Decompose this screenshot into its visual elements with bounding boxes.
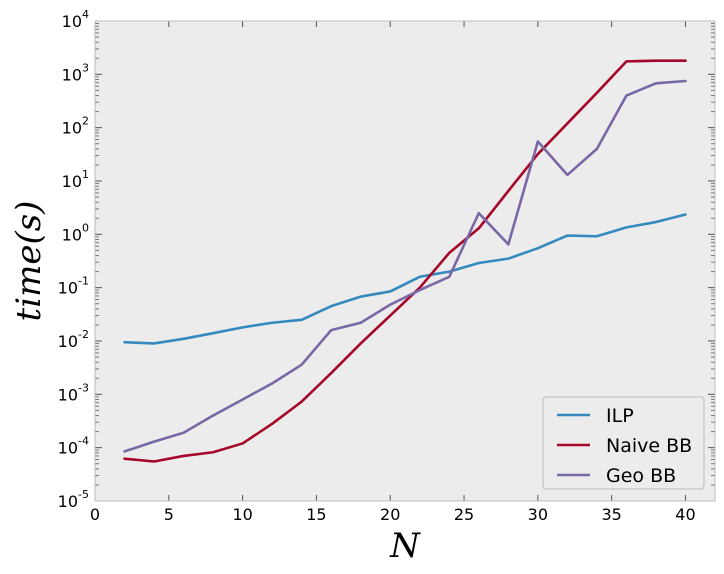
y-tick-exponent: 3 bbox=[82, 61, 89, 74]
x-axis: 0 5 10 15 20 25 30 35 40 bbox=[90, 21, 696, 524]
x-tick-label: 40 bbox=[675, 505, 695, 524]
plot-frame bbox=[94, 20, 716, 502]
legend-box bbox=[542, 396, 705, 490]
y-tick-exponent: -3 bbox=[78, 381, 89, 394]
legend-label: Geo BB bbox=[606, 465, 676, 487]
y-tick-exponent: 1 bbox=[82, 168, 89, 181]
series-line-naive-bb bbox=[123, 59, 687, 463]
y-tick-exponent: -1 bbox=[78, 275, 89, 288]
legend-label: Naive BB bbox=[606, 435, 692, 457]
y-tick-label: 101 bbox=[62, 168, 89, 191]
x-tick-label: 10 bbox=[232, 505, 252, 524]
y-axis-label: time(s) bbox=[9, 201, 49, 322]
y-tick-base: 10 bbox=[58, 332, 78, 351]
y-tick-exponent: -2 bbox=[78, 328, 89, 341]
y-tick-base: 10 bbox=[58, 492, 78, 511]
y-tick-base: 10 bbox=[62, 225, 82, 244]
y-tick-label: 10-4 bbox=[58, 435, 89, 458]
y-tick-base: 10 bbox=[62, 172, 82, 191]
y-tick-exponent: -5 bbox=[78, 488, 89, 501]
y-tick-label: 104 bbox=[62, 8, 89, 31]
y-tick-label: 102 bbox=[62, 115, 89, 138]
y-tick-base: 10 bbox=[58, 439, 78, 458]
y-tick-label: 100 bbox=[62, 221, 89, 244]
x-axis-label: N bbox=[389, 526, 421, 566]
x-tick-label: 15 bbox=[306, 505, 326, 524]
x-tick-label: 20 bbox=[380, 505, 400, 524]
y-tick-exponent: 0 bbox=[82, 221, 89, 234]
y-tick-label: 10-1 bbox=[58, 275, 89, 298]
y-tick-base: 10 bbox=[62, 12, 82, 31]
y-tick-exponent: 2 bbox=[82, 115, 89, 128]
x-tick-label: 25 bbox=[454, 505, 474, 524]
y-tick-label: 10-3 bbox=[58, 381, 89, 404]
y-tick-base: 10 bbox=[58, 279, 78, 298]
x-tick-label: 0 bbox=[90, 505, 100, 524]
y-tick-label: 103 bbox=[62, 61, 89, 84]
y-tick-label: 10-2 bbox=[58, 328, 89, 351]
y-tick-label: 10-5 bbox=[58, 488, 89, 511]
y-tick-base: 10 bbox=[62, 65, 82, 84]
y-tick-base: 10 bbox=[58, 385, 78, 404]
x-tick-label: 5 bbox=[164, 505, 174, 524]
x-tick-label: 30 bbox=[528, 505, 548, 524]
x-tick-label: 35 bbox=[601, 505, 621, 524]
legend-label: ILP bbox=[606, 405, 634, 427]
series-lines bbox=[123, 59, 687, 463]
y-tick-exponent: -4 bbox=[78, 435, 89, 448]
series-line-ilp bbox=[123, 213, 687, 345]
legend: ILP Naive BB Geo BB bbox=[542, 396, 705, 490]
series-line-geo-bb bbox=[123, 79, 687, 453]
y-tick-base: 10 bbox=[62, 119, 82, 138]
y-tick-exponent: 4 bbox=[82, 8, 89, 21]
